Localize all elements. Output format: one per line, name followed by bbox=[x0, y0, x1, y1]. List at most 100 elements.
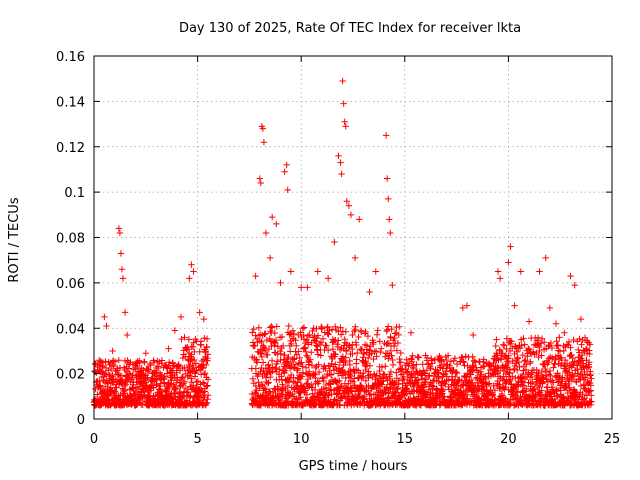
data-point bbox=[260, 139, 268, 146]
data-point bbox=[182, 384, 190, 392]
data-point bbox=[501, 353, 508, 360]
data-point bbox=[203, 335, 211, 343]
data-point bbox=[533, 337, 541, 344]
data-point bbox=[409, 373, 416, 381]
data-point bbox=[507, 243, 514, 250]
data-point bbox=[178, 381, 186, 389]
data-point bbox=[367, 390, 374, 398]
data-point bbox=[156, 383, 163, 390]
data-point bbox=[97, 359, 104, 366]
data-point bbox=[576, 335, 583, 343]
data-point bbox=[561, 329, 568, 336]
data-point bbox=[294, 365, 302, 372]
data-point bbox=[412, 369, 420, 376]
data-point bbox=[201, 334, 208, 342]
data-point bbox=[469, 331, 477, 339]
data-point bbox=[506, 399, 513, 407]
data-point bbox=[295, 359, 302, 367]
data-point bbox=[370, 370, 378, 378]
data-point bbox=[196, 348, 203, 355]
data-point bbox=[342, 123, 349, 130]
data-point bbox=[310, 371, 318, 379]
data-point bbox=[273, 220, 280, 228]
data-point bbox=[490, 382, 497, 390]
data-point bbox=[352, 326, 359, 333]
data-point bbox=[204, 382, 211, 389]
data-point bbox=[582, 374, 589, 381]
data-point bbox=[326, 327, 333, 334]
data-point bbox=[312, 374, 319, 382]
data-point bbox=[530, 386, 537, 393]
data-point bbox=[362, 328, 369, 336]
data-point bbox=[163, 370, 171, 377]
data-point bbox=[388, 352, 395, 359]
x-tick-label: 0 bbox=[90, 432, 98, 447]
data-point bbox=[256, 175, 263, 182]
data-point bbox=[451, 355, 459, 362]
data-point bbox=[373, 331, 381, 338]
data-point bbox=[342, 354, 349, 361]
data-point bbox=[575, 346, 582, 354]
data-point bbox=[365, 374, 372, 382]
data-point bbox=[311, 386, 319, 394]
data-point bbox=[277, 350, 284, 358]
data-point bbox=[200, 315, 208, 323]
data-point bbox=[188, 261, 195, 268]
data-point bbox=[185, 336, 193, 343]
data-point bbox=[345, 374, 353, 381]
data-point bbox=[287, 359, 295, 367]
data-point bbox=[545, 371, 553, 378]
data-point bbox=[302, 387, 309, 394]
data-point bbox=[556, 334, 563, 341]
data-point bbox=[324, 347, 332, 354]
data-point bbox=[298, 359, 305, 366]
data-point bbox=[537, 340, 545, 347]
data-point bbox=[579, 391, 586, 398]
data-point bbox=[328, 376, 336, 384]
data-point bbox=[486, 380, 493, 387]
data-point bbox=[152, 382, 160, 389]
data-point bbox=[413, 361, 420, 368]
data-point bbox=[492, 368, 500, 376]
data-point bbox=[383, 373, 390, 381]
data-point bbox=[115, 356, 122, 364]
data-point bbox=[522, 356, 529, 364]
data-point bbox=[332, 351, 339, 358]
data-point bbox=[586, 388, 593, 395]
data-point bbox=[147, 383, 154, 391]
data-point bbox=[129, 361, 137, 368]
data-point bbox=[264, 351, 271, 359]
data-point bbox=[283, 382, 291, 390]
data-point bbox=[263, 336, 271, 344]
data-point bbox=[121, 387, 128, 394]
data-point bbox=[479, 363, 487, 370]
data-point bbox=[355, 333, 362, 341]
data-point bbox=[125, 370, 133, 377]
data-point bbox=[468, 376, 475, 384]
data-point bbox=[272, 364, 279, 372]
data-point bbox=[293, 342, 300, 349]
data-point bbox=[513, 348, 521, 356]
data-point bbox=[315, 378, 323, 385]
data-point bbox=[518, 342, 525, 349]
data-point bbox=[262, 330, 269, 337]
data-point bbox=[552, 373, 559, 380]
data-point bbox=[378, 363, 386, 371]
data-point bbox=[500, 367, 507, 375]
data-point bbox=[105, 367, 112, 374]
data-point bbox=[158, 357, 166, 364]
data-point bbox=[316, 340, 324, 348]
data-point bbox=[380, 375, 387, 382]
data-point bbox=[324, 275, 332, 282]
data-point bbox=[395, 380, 402, 388]
data-point bbox=[286, 365, 294, 372]
data-point bbox=[552, 320, 560, 327]
data-point bbox=[202, 400, 210, 407]
data-point bbox=[538, 352, 545, 359]
data-point bbox=[261, 384, 268, 392]
data-point bbox=[571, 281, 578, 289]
data-point bbox=[118, 266, 126, 273]
data-point bbox=[480, 356, 487, 363]
data-point bbox=[452, 368, 460, 376]
data-point bbox=[463, 302, 471, 309]
